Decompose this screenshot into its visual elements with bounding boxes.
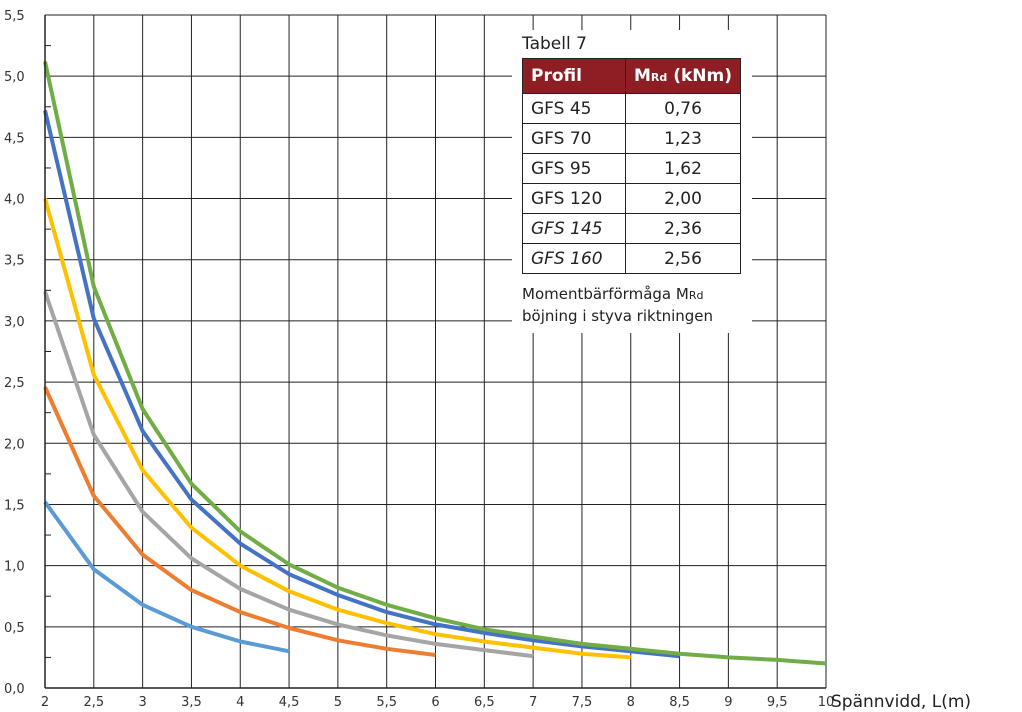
row-value: 1,23 (625, 123, 741, 154)
row-profil: GFS 120 (522, 183, 626, 214)
y-tick-label: 2,0 (4, 437, 25, 452)
series-line-4 (43, 197, 631, 660)
x-tick-label: 9 (724, 695, 732, 710)
x-tick-label: 6 (431, 695, 439, 710)
x-tick-label: 3 (138, 695, 146, 710)
series-line-1 (43, 500, 290, 654)
table-header-row: Profil MRd (kNm) (522, 58, 741, 94)
header-mrd-main: M (634, 66, 651, 86)
row-value: 2,36 (625, 213, 741, 244)
table-row: GFS 120 2,00 (522, 183, 741, 214)
x-tick-label: 4 (236, 695, 244, 710)
row-value: 2,00 (625, 183, 741, 214)
y-tick-label: 3,5 (4, 254, 25, 269)
y-tick-label: 5,0 (4, 70, 25, 85)
row-value: 1,62 (625, 153, 741, 184)
series-line-5 (43, 109, 680, 659)
y-tick-label: 0,5 (4, 621, 25, 636)
x-tick-label: 2 (41, 695, 49, 710)
table-row: GFS 45 0,76 (522, 93, 741, 124)
row-profil: GFS 145 (522, 213, 626, 244)
row-value: 2,56 (625, 243, 741, 274)
x-tick-label: 7,5 (572, 695, 593, 710)
moment-table: Profil MRd (kNm) GFS 45 0,76 GFS 70 1,23… (522, 58, 741, 274)
header-mrd-unit: (kNm) (667, 66, 732, 86)
y-tick-label: 1,5 (4, 498, 25, 513)
caption-line2: böjning i styva riktningen (522, 307, 714, 325)
table-title: Tabell 7 (522, 34, 587, 54)
caption-line1-sub: Rd (688, 289, 704, 302)
profile-table-panel: Tabell 7 Profil MRd (kNm) GFS 45 0,76 GF… (512, 30, 752, 333)
y-tick-label: 4,0 (4, 193, 25, 208)
series-line-6 (43, 61, 827, 666)
x-tick-label: 6,5 (474, 695, 495, 710)
caption-line1-main: Momentbärförmåga M (522, 285, 689, 303)
x-tick-label: 9,5 (767, 695, 788, 710)
table-row: GFS 95 1,62 (522, 153, 741, 184)
y-tick-label: 4,5 (4, 131, 25, 146)
chart-axes (44, 15, 826, 689)
x-tick-label: 5,5 (376, 695, 397, 710)
y-tick-label: 0,0 (4, 682, 25, 697)
series-line-2 (43, 386, 436, 657)
row-profil: GFS 160 (522, 243, 626, 274)
y-tick-label: 2,5 (4, 376, 25, 391)
x-tick-label: 8 (627, 695, 635, 710)
table-row: GFS 70 1,23 (522, 123, 741, 154)
y-tick-label: 5,5 (4, 9, 25, 24)
header-mrd-sub: Rd (650, 71, 668, 84)
row-profil: GFS 95 (522, 153, 626, 184)
x-tick-label: 3,5 (181, 695, 202, 710)
series-line-3 (43, 290, 534, 659)
x-tick-label: 8,5 (669, 695, 690, 710)
y-tick-label: 3,0 (4, 315, 25, 330)
x-tick-label: 2,5 (83, 695, 104, 710)
x-tick-label: 5 (334, 695, 342, 710)
x-axis-label: Spännvidd, L(m) (831, 692, 971, 712)
chart-series (43, 61, 827, 666)
row-value: 0,76 (625, 93, 741, 124)
header-mrd: MRd (kNm) (625, 58, 741, 94)
x-tick-label: 7 (529, 695, 537, 710)
tick-labels: 2 2,5 3 3,5 4 4,5 5 5,5 6 6,5 7 7,5 8 8,5 9 9,5 10 0,0 0,5… (4, 9, 834, 710)
header-profil: Profil (522, 58, 626, 94)
table-row: GFS 160 2,56 (522, 243, 741, 274)
x-tick-label: 4,5 (279, 695, 300, 710)
table-row: GFS 145 2,36 (522, 213, 741, 244)
y-tick-label: 1,0 (4, 560, 25, 575)
x-tick-label: 10 (818, 695, 835, 710)
table-caption: Momentbärförmåga MRd böjning i styva rik… (522, 284, 748, 327)
row-profil: GFS 45 (522, 93, 626, 124)
row-profil: GFS 70 (522, 123, 626, 154)
